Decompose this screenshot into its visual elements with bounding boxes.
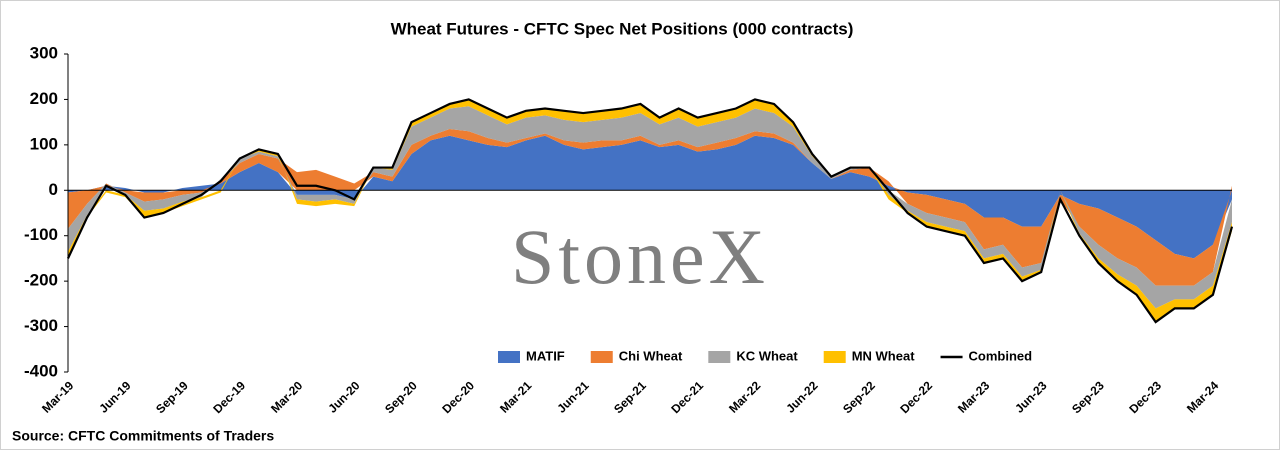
- y-tick-label: -100: [24, 225, 58, 244]
- chart-title: Wheat Futures - CFTC Spec Net Positions …: [391, 19, 854, 38]
- watermark: StoneX: [511, 213, 769, 300]
- legend-label: KC Wheat: [736, 348, 798, 363]
- legend-label: Combined: [969, 348, 1033, 363]
- y-tick-label: 300: [30, 43, 58, 62]
- legend-swatch: [590, 351, 613, 363]
- legend-label: MATIF: [526, 348, 565, 363]
- y-tick-label: 200: [30, 89, 58, 108]
- y-tick-label: 0: [49, 180, 58, 199]
- legend-swatch: [708, 351, 731, 363]
- legend-swatch: [498, 351, 520, 363]
- legend-swatch: [823, 351, 846, 363]
- y-tick-label: -200: [24, 271, 58, 290]
- combined-line: [67, 98, 1234, 324]
- legend-label: MN Wheat: [852, 348, 916, 363]
- legend-label: Chi Wheat: [619, 348, 683, 363]
- plot-area: [68, 99, 1232, 323]
- y-tick-label: -400: [24, 361, 58, 380]
- y-tick-label: 100: [30, 134, 58, 153]
- area-series: [68, 135, 1232, 259]
- y-tick-label: -300: [24, 316, 58, 335]
- source-note: Source: CFTC Commitments of Traders: [12, 428, 274, 444]
